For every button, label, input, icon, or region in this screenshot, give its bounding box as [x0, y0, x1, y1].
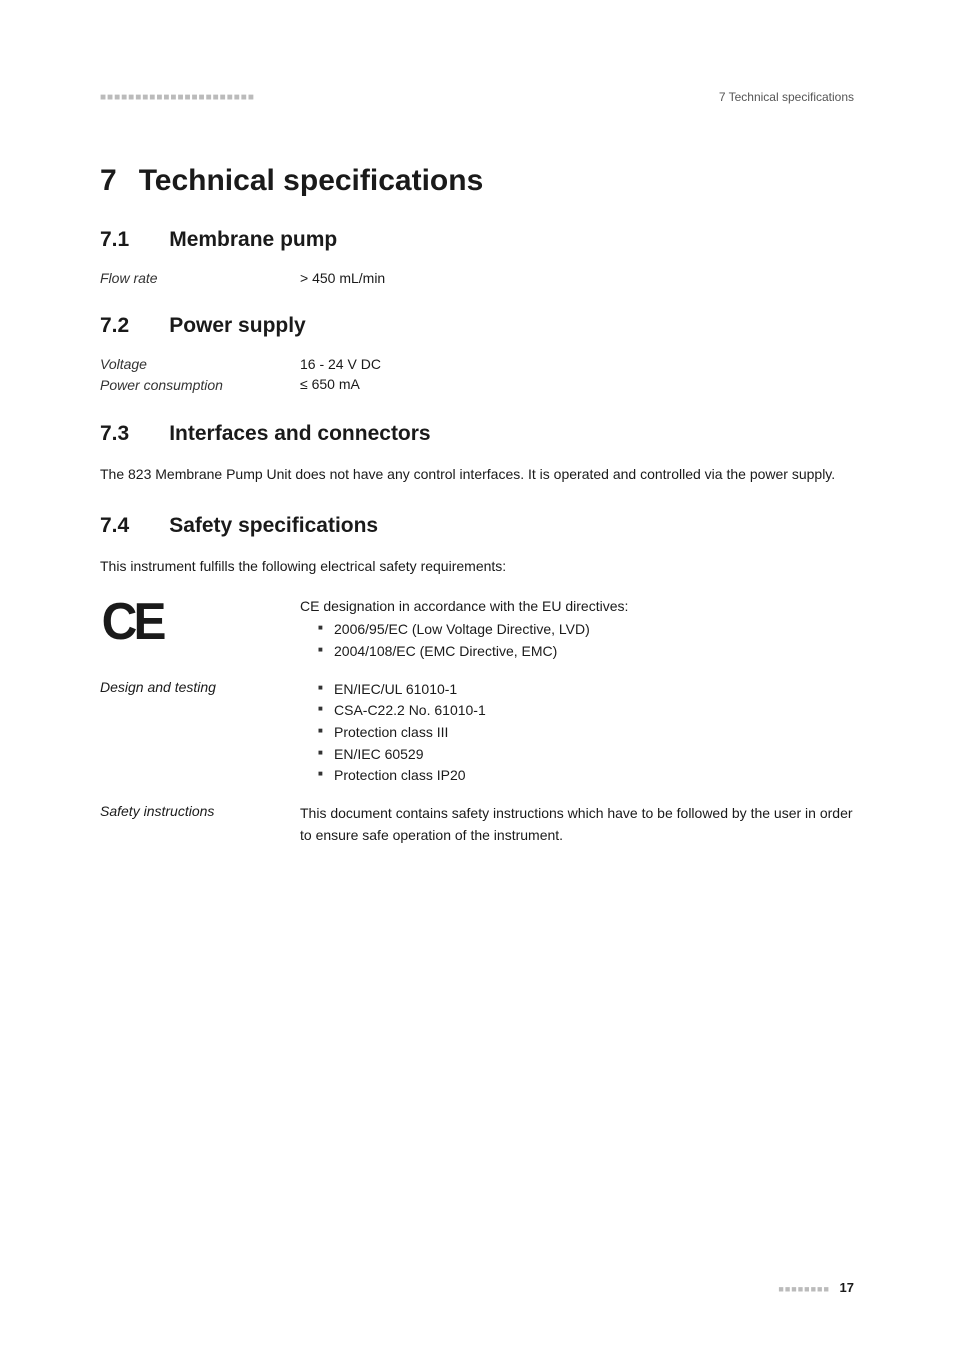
- list-item: EN/IEC 60529: [318, 744, 854, 766]
- page: ■■■■■■■■■■■■■■■■■■■■■■ 7 Technical speci…: [0, 0, 954, 1350]
- spec-value: 16 - 24 V DC: [300, 356, 854, 372]
- list-item: 2006/95/EC (Low Voltage Directive, LVD): [318, 619, 854, 641]
- spec-value: > 450 mL/min: [300, 270, 854, 286]
- ce-text-cell: CE designation in accordance with the EU…: [300, 596, 854, 673]
- list-item: EN/IEC/UL 61010-1: [318, 679, 854, 701]
- section-title: Membrane pump: [169, 228, 337, 252]
- spec-label: Flow rate: [100, 270, 300, 286]
- section-title: Safety specifications: [169, 514, 378, 538]
- design-label: Design and testing: [100, 679, 300, 797]
- section-title: Power supply: [169, 314, 306, 338]
- section-number: 7.4: [100, 514, 129, 538]
- section-7-3-body: The 823 Membrane Pump Unit does not have…: [100, 464, 854, 486]
- list-item: CSA-C22.2 No. 61010-1: [318, 700, 854, 722]
- section-7-3-heading: 7.3 Interfaces and connectors: [100, 422, 854, 446]
- list-item: Protection class IP20: [318, 765, 854, 787]
- chapter-title: Technical specifications: [139, 164, 484, 198]
- spec-label: Power consump­tion: [100, 376, 300, 394]
- section-7-4-heading: 7.4 Safety specifications: [100, 514, 854, 538]
- header-right: 7 Technical specifications: [719, 90, 854, 104]
- chapter-number: 7: [100, 164, 117, 198]
- ce-mark-cell: CE: [100, 596, 300, 673]
- list-item: Protection class III: [318, 722, 854, 744]
- design-row: Design and testing EN/IEC/UL 61010-1 CSA…: [100, 679, 854, 797]
- safety-instructions-label: Safety instructions: [100, 803, 300, 846]
- design-list: EN/IEC/UL 61010-1 CSA-C22.2 No. 61010-1 …: [300, 679, 854, 787]
- section-title: Interfaces and connectors: [169, 422, 430, 446]
- ce-mark-icon: CE: [102, 596, 163, 648]
- section-7-4-intro: This instrument fulfills the following e…: [100, 556, 854, 578]
- page-number: 17: [840, 1280, 854, 1295]
- ce-row: CE CE designation in accordance with the…: [100, 596, 854, 673]
- section-number: 7.1: [100, 228, 129, 252]
- ce-intro-text: CE designation in accordance with the EU…: [300, 596, 854, 618]
- list-item: 2004/108/EC (EMC Directive, EMC): [318, 641, 854, 663]
- safety-instructions-row: Safety instructions This document contai…: [100, 803, 854, 846]
- section-7-2-heading: 7.2 Power supply: [100, 314, 854, 338]
- design-list-cell: EN/IEC/UL 61010-1 CSA-C22.2 No. 61010-1 …: [300, 679, 854, 797]
- ce-directives-list: 2006/95/EC (Low Voltage Directive, LVD) …: [300, 619, 854, 662]
- page-footer: ■■■■■■■■ 17: [778, 1280, 854, 1295]
- running-header: ■■■■■■■■■■■■■■■■■■■■■■ 7 Technical speci…: [100, 90, 854, 104]
- section-number: 7.3: [100, 422, 129, 446]
- safety-instructions-text: This document contains safety instructio…: [300, 803, 854, 846]
- spec-row-flow-rate: Flow rate > 450 mL/min: [100, 270, 854, 286]
- spec-label: Voltage: [100, 356, 300, 372]
- footer-dots: ■■■■■■■■: [778, 1284, 830, 1294]
- spec-row-power: Power consump­tion ≤ 650 mA: [100, 376, 854, 394]
- header-left-marks: ■■■■■■■■■■■■■■■■■■■■■■: [100, 92, 255, 103]
- section-number: 7.2: [100, 314, 129, 338]
- spec-value: ≤ 650 mA: [300, 376, 854, 394]
- section-7-1-heading: 7.1 Membrane pump: [100, 228, 854, 252]
- chapter-heading: 7 Technical specifications: [100, 164, 854, 198]
- spec-row-voltage: Voltage 16 - 24 V DC: [100, 356, 854, 372]
